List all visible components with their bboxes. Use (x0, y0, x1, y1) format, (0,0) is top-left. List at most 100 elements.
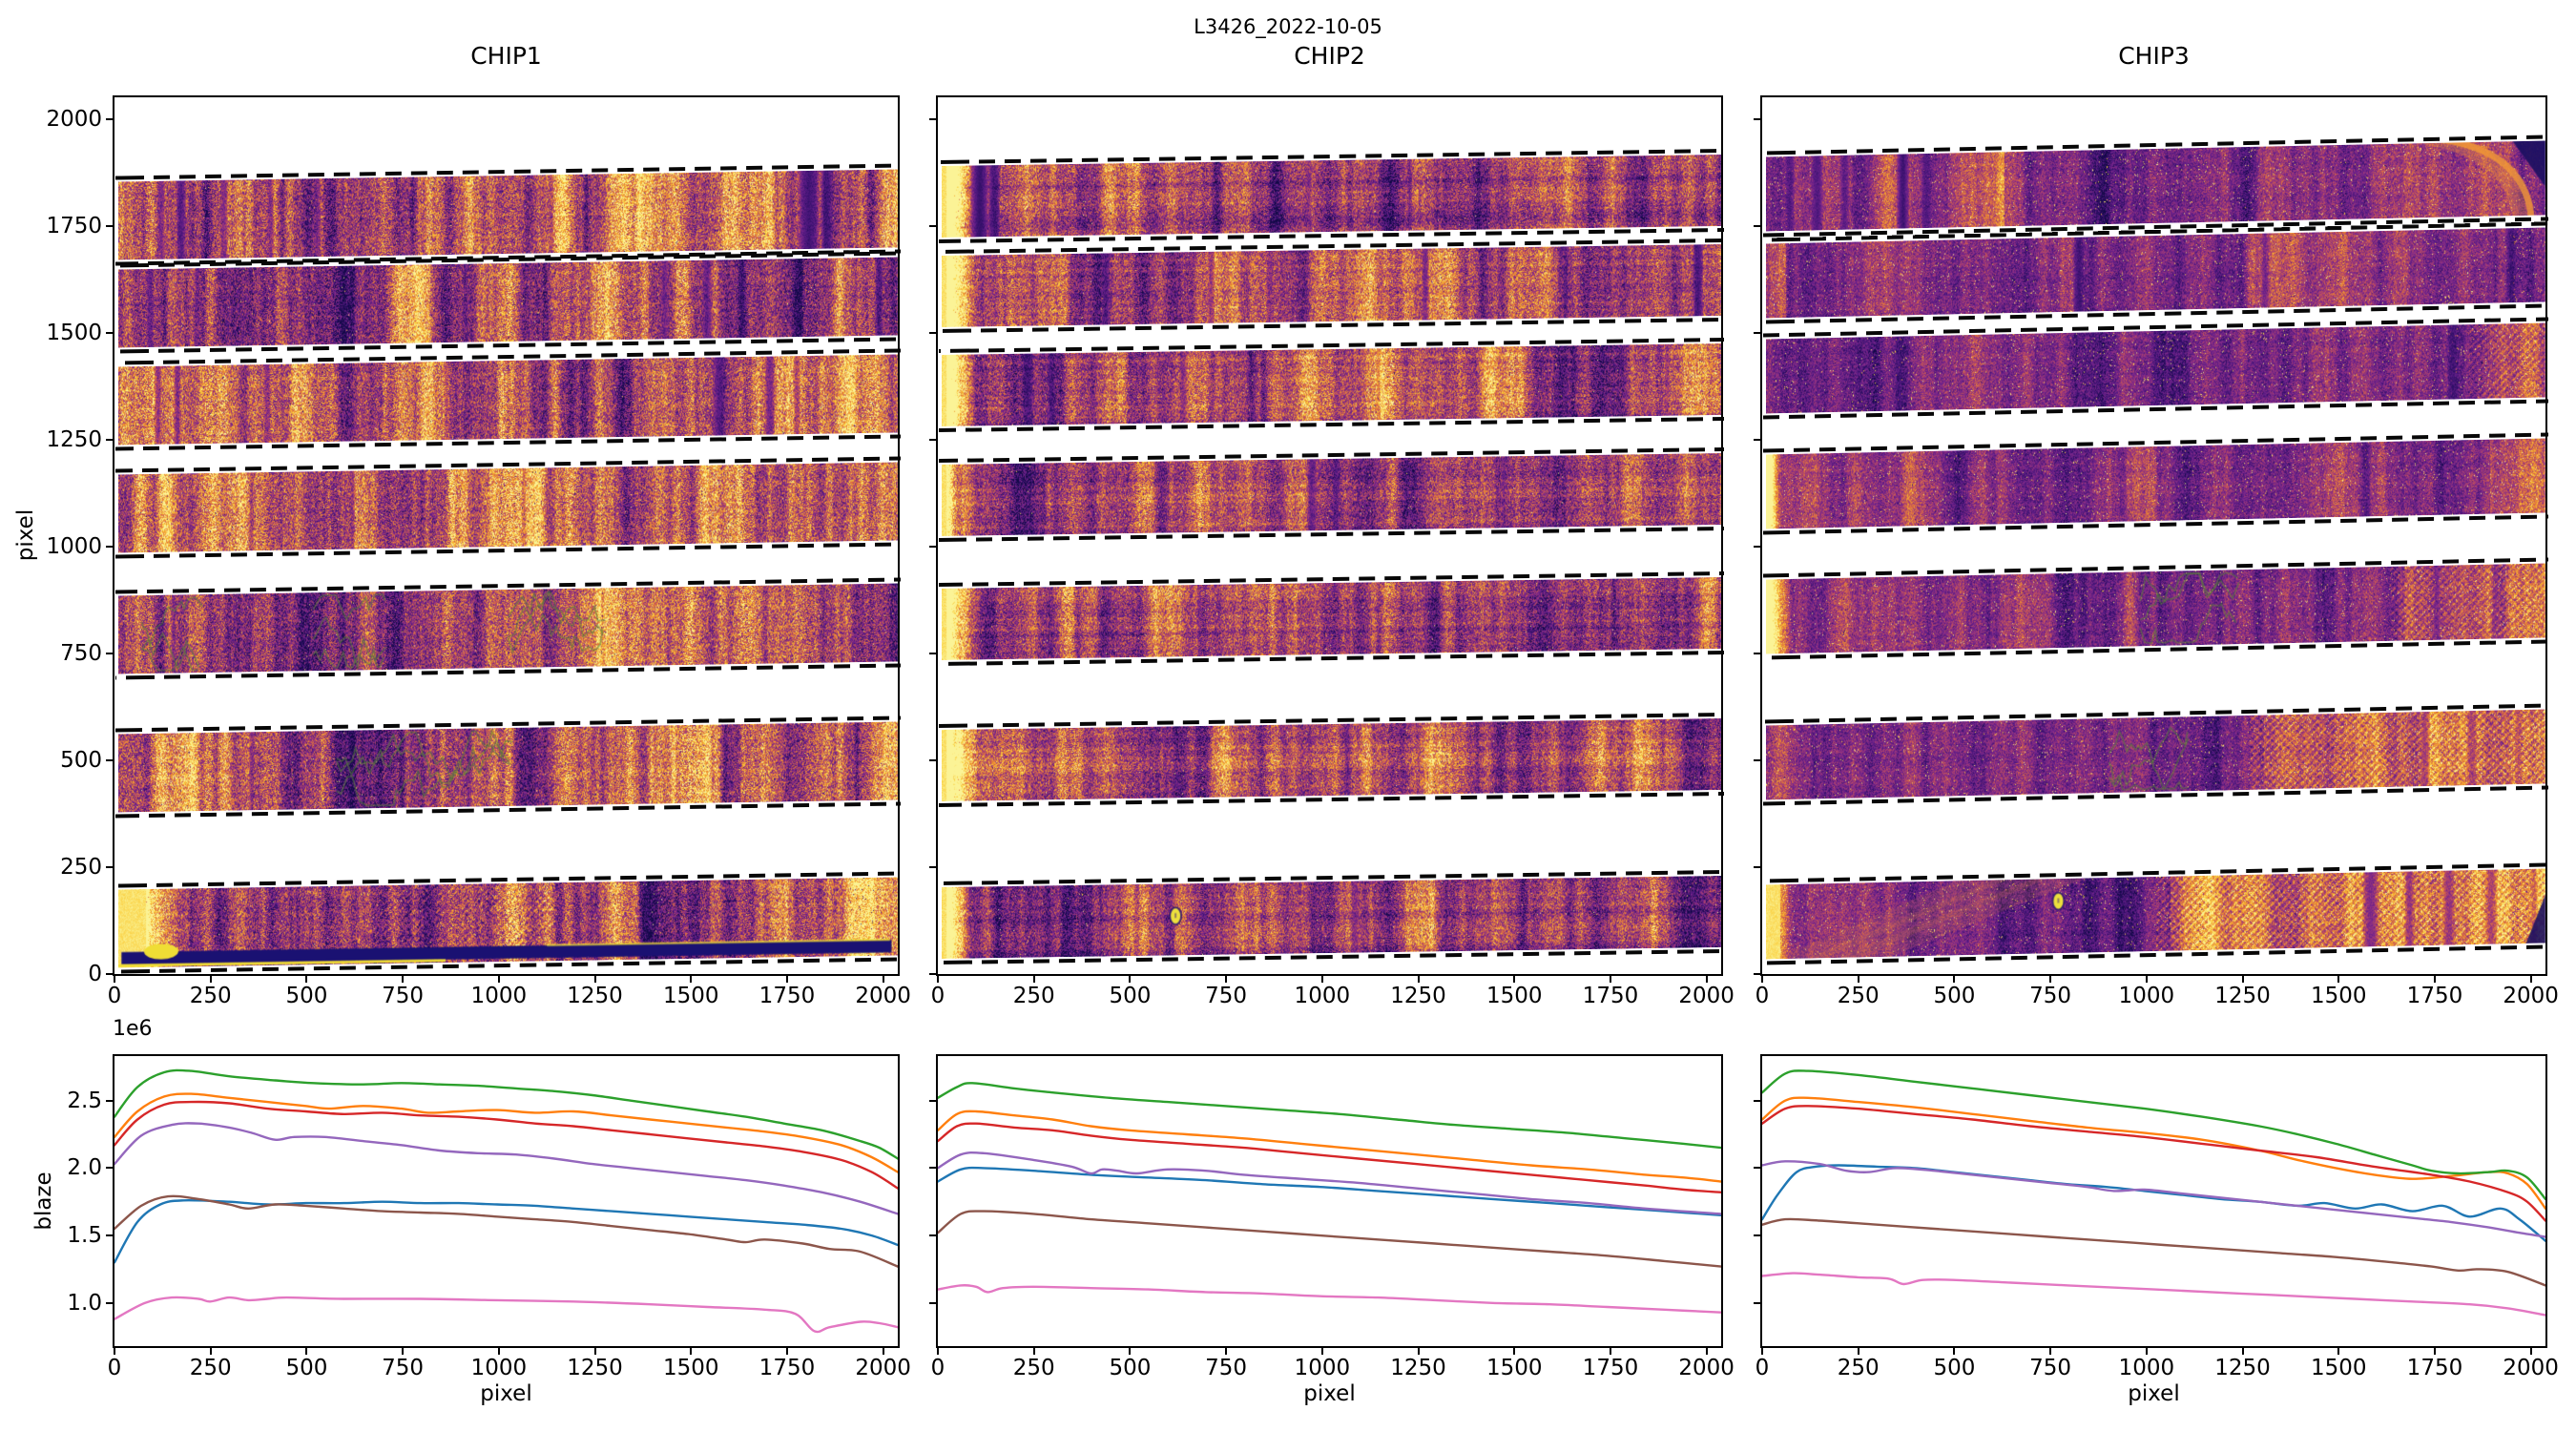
y-tick-label-top: 250 (60, 854, 102, 880)
order-image (942, 577, 1721, 660)
x-tick-bottom (2241, 1346, 2244, 1355)
x-tick-label-bottom: 1750 (2406, 1356, 2463, 1380)
x-tick-bottom (1032, 1346, 1035, 1355)
blaze-curve-order_purple (1762, 1160, 2545, 1238)
x-tick-top (2241, 974, 2244, 983)
order-strip-chip1-1 (115, 162, 901, 266)
x-tick-label-top: 2000 (2503, 984, 2559, 1008)
x-tick-label-bottom: 500 (1933, 1356, 1976, 1380)
figure-title: L3426_2022-10-05 (1194, 15, 1382, 38)
x-tick-bottom (882, 1346, 884, 1355)
y-tick-label-top: 1000 (46, 533, 102, 559)
blaze-curve-order_pink (938, 1284, 1721, 1314)
x-tick-label-top: 250 (189, 984, 232, 1008)
y-tick-bottom (106, 1234, 114, 1237)
x-tick-top (1857, 974, 1859, 983)
x-tick-bottom (1609, 1346, 1611, 1355)
y-tick-top (106, 117, 114, 120)
y-tick-bottom (929, 1301, 938, 1304)
y-tick-top (929, 117, 938, 120)
x-tick-label-bottom: 0 (930, 1356, 945, 1380)
x-tick-label-bottom: 750 (2029, 1356, 2072, 1380)
x-tick-label-top: 1000 (1294, 984, 1351, 1008)
x-tick-bottom (1225, 1346, 1228, 1355)
x-tick-label-top: 250 (1837, 984, 1880, 1008)
x-tick-label-bottom: 1250 (2214, 1356, 2271, 1380)
order-strip-chip2-6 (939, 712, 1724, 808)
y-tick-top (1754, 865, 1762, 868)
y-tick-top (106, 224, 114, 227)
y-tick-top (106, 865, 114, 868)
order-strip-chip3-2 (1763, 220, 2548, 324)
y-tick-bottom (1754, 1234, 1762, 1237)
x-tick-label-top: 1500 (1485, 984, 1543, 1008)
y-tick-bottom (1754, 1301, 1762, 1304)
order-strip-chip2-3 (939, 337, 1724, 433)
y-tick-bottom (929, 1099, 938, 1102)
y-tick-label-bottom: 1.0 (67, 1290, 102, 1316)
blaze-curve-order_brown (114, 1194, 898, 1268)
order-strip-chip1-3 (115, 347, 901, 451)
blaze-curve-order_orange (114, 1092, 898, 1173)
x-tick-top (2337, 974, 2340, 983)
order-image (1766, 140, 2545, 231)
blaze-curve-order_red (114, 1100, 898, 1190)
y-tick-top (106, 973, 114, 975)
y-tick-top (929, 224, 938, 227)
x-tick-label-bottom: 2000 (2503, 1356, 2559, 1380)
y-tick-top (1754, 117, 1762, 120)
blaze-curve-order_pink (114, 1296, 898, 1334)
order-strip-chip2-4 (939, 446, 1724, 543)
y-tick-top (929, 438, 938, 441)
y-tick-bottom (106, 1167, 114, 1170)
order-image (1766, 709, 2545, 799)
y-tick-top (929, 545, 938, 548)
x-tick-label-top: 1500 (662, 984, 719, 1008)
x-tick-label-bottom: 1000 (2118, 1356, 2175, 1380)
order-image (118, 876, 898, 968)
blaze-panel-chip2: 0 250 500 750 1000 1250 1500 1750 2000 (929, 1054, 1735, 1380)
x-tick-label-top: 500 (1109, 984, 1152, 1008)
order-strip-chip2-7 (939, 869, 1724, 965)
y-tick-bottom (1754, 1099, 1762, 1102)
x-tick-bottom (785, 1346, 788, 1355)
x-tick-bottom (305, 1346, 308, 1355)
y-tick-top (106, 652, 114, 654)
y-tick-top (1754, 973, 1762, 975)
x-tick-label-top: 250 (1012, 984, 1055, 1008)
order-strip-chip3-3 (1763, 316, 2548, 420)
detector-panel-chip1: 0 250 500 750 1000 1250 1500 1750 2000 0 250 500 750… (46, 95, 911, 1008)
x-tick-bottom (1761, 1346, 1763, 1355)
x-tick-label-bottom: 2000 (1678, 1356, 1735, 1380)
order-strip-chip3-4 (1763, 431, 2548, 535)
x-tick-label-bottom: 1750 (758, 1356, 816, 1380)
x-tick-label-top: 2000 (855, 984, 911, 1008)
y-tick-bottom (106, 1099, 114, 1102)
order-image (118, 353, 898, 446)
x-tick-bottom (593, 1346, 596, 1355)
x-tick-label-top: 500 (1933, 984, 1976, 1008)
y-tick-label-bottom: 2.0 (67, 1155, 102, 1181)
order-strip-chip2-1 (939, 148, 1724, 244)
order-strip-chip2-2 (939, 238, 1724, 334)
x-tick-bottom (2049, 1346, 2052, 1355)
x-tick-label-top: 500 (285, 984, 328, 1008)
order-image (1766, 563, 2545, 653)
x-tick-bottom (2433, 1346, 2436, 1355)
x-tick-label-bottom: 500 (1109, 1356, 1152, 1380)
top-row-y-axis-label: pixel (13, 508, 38, 562)
x-tick-label-bottom: 1500 (2310, 1356, 2367, 1380)
x-tick-label-bottom: 1500 (1485, 1356, 1543, 1380)
order-image (1766, 227, 2545, 318)
blaze-curves-chip3 (1762, 1069, 2545, 1317)
x-tick-label-bottom: 1500 (662, 1356, 719, 1380)
order-strip-chip1-2 (115, 250, 901, 354)
blaze-curve-order_blue (114, 1198, 898, 1264)
x-tick-bottom (402, 1346, 405, 1355)
x-tick-label-top: 1000 (2118, 984, 2175, 1008)
order-strip-chip1-7 (115, 870, 901, 974)
order-strip-chip3-5 (1763, 556, 2548, 660)
blaze-curve-order_green (114, 1068, 898, 1160)
blaze-panel-chip1: 0 250 500 750 1000 1250 1500 1750 2000 1.0 1.5 2.0 2… (67, 1054, 911, 1380)
x-tick-bottom (937, 1346, 939, 1355)
